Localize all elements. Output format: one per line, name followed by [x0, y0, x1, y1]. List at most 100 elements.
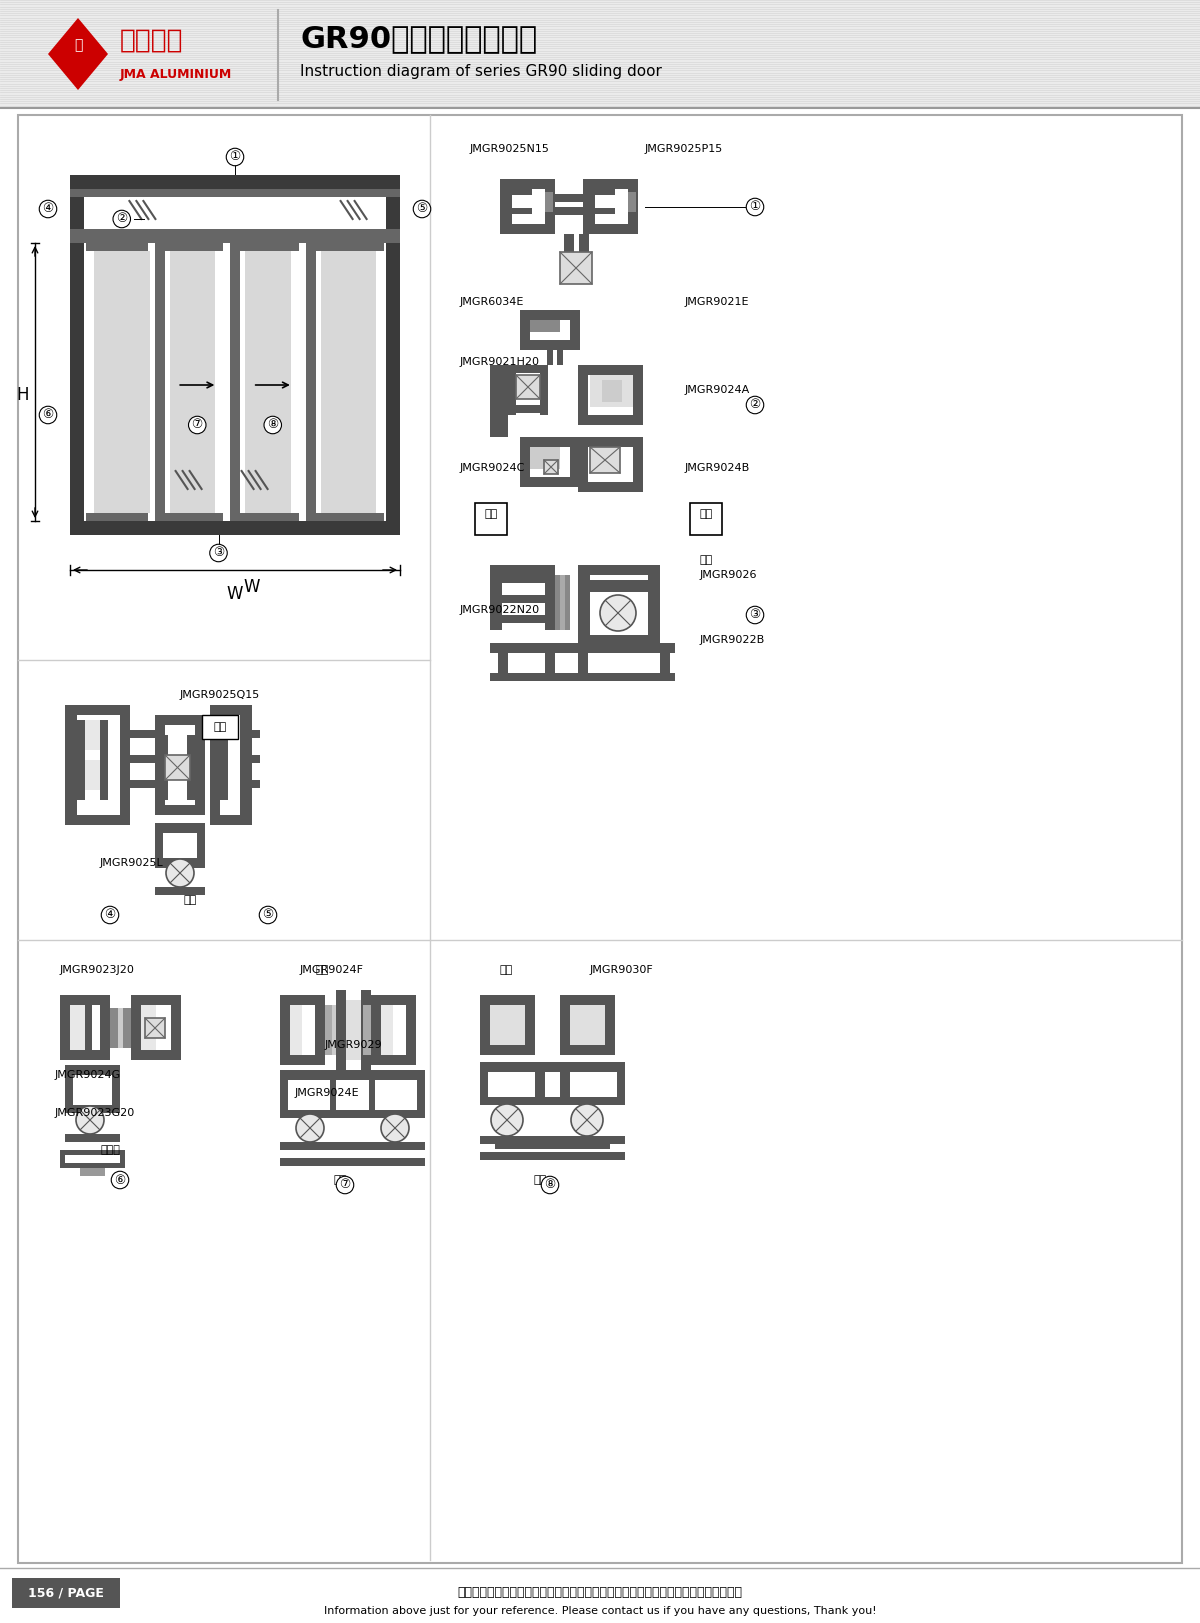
Bar	[12, 1578, 120, 1608]
Bar	[80, 1169, 106, 1177]
Bar	[502, 615, 545, 623]
Text: JMGR9030F: JMGR9030F	[590, 966, 654, 975]
Bar	[280, 1079, 288, 1110]
Bar	[530, 446, 560, 469]
Text: JMGR9024G: JMGR9024G	[55, 1070, 121, 1079]
Bar	[60, 1050, 110, 1060]
Bar	[145, 1018, 166, 1039]
Bar	[131, 995, 181, 1005]
Text: ④: ④	[42, 203, 54, 216]
Bar	[210, 815, 252, 824]
Bar	[490, 565, 502, 630]
Bar	[535, 1073, 545, 1097]
Bar	[578, 437, 643, 446]
Bar	[60, 1164, 125, 1169]
Bar	[142, 1005, 156, 1050]
Circle shape	[382, 1113, 409, 1143]
Bar	[330, 1079, 336, 1110]
Bar	[65, 704, 130, 716]
Bar	[238, 513, 299, 521]
Bar	[85, 721, 100, 750]
Bar	[162, 243, 223, 252]
Bar	[280, 1055, 325, 1065]
Bar	[280, 1110, 425, 1118]
Bar	[605, 995, 616, 1055]
Bar	[361, 990, 371, 1070]
Text: ④: ④	[104, 909, 115, 922]
Bar	[160, 735, 168, 800]
Bar	[578, 482, 643, 492]
Text: 图中所示型材截面、装配、编号、尺寸及重量仅供参考。如有疑问，请向本公司查询。: 图中所示型材截面、装配、编号、尺寸及重量仅供参考。如有疑问，请向本公司查询。	[457, 1586, 743, 1599]
Bar	[371, 995, 416, 1005]
Circle shape	[166, 859, 194, 888]
Bar	[547, 351, 553, 365]
Bar	[480, 1136, 625, 1144]
Text: JMGR9024A: JMGR9024A	[685, 385, 750, 394]
Text: JMGR9026: JMGR9026	[700, 570, 757, 579]
Bar	[210, 704, 252, 716]
Bar	[545, 179, 554, 234]
Text: 室外: 室外	[184, 894, 197, 906]
Bar	[65, 1134, 120, 1143]
Bar	[124, 1008, 131, 1048]
Bar	[496, 1144, 610, 1149]
Bar	[557, 351, 563, 365]
Bar	[545, 652, 550, 674]
Bar	[155, 805, 205, 815]
Bar	[364, 1005, 371, 1055]
Text: ①: ①	[229, 151, 241, 164]
Bar	[386, 175, 400, 536]
Bar	[565, 575, 570, 630]
Bar	[346, 1000, 361, 1060]
Bar	[60, 1151, 65, 1169]
Bar	[590, 375, 634, 407]
Bar	[100, 995, 110, 1060]
Bar	[280, 1143, 425, 1151]
Bar	[580, 234, 589, 265]
Bar	[166, 755, 190, 781]
Bar	[520, 477, 580, 487]
Bar	[155, 859, 205, 868]
Bar	[564, 234, 574, 265]
Bar	[155, 716, 166, 815]
Bar	[85, 760, 100, 790]
Text: JMA ALUMINIUM: JMA ALUMINIUM	[120, 68, 233, 81]
Text: ⑦: ⑦	[192, 419, 203, 432]
Text: 156 / PAGE: 156 / PAGE	[28, 1587, 104, 1600]
Bar	[578, 365, 643, 375]
Circle shape	[600, 596, 636, 631]
Bar	[332, 1005, 336, 1055]
Text: W: W	[227, 584, 244, 604]
Bar	[480, 1073, 488, 1097]
Bar	[60, 995, 70, 1060]
Bar	[210, 704, 220, 824]
Text: 室内: 室内	[214, 722, 227, 732]
Bar	[578, 565, 658, 575]
Bar	[155, 823, 205, 833]
Bar	[65, 1105, 120, 1113]
Bar	[70, 188, 400, 196]
Bar	[490, 565, 554, 575]
Bar	[520, 339, 580, 351]
Bar	[18, 115, 1182, 1563]
Bar	[578, 415, 643, 425]
Bar	[520, 437, 580, 446]
Text: W: W	[244, 578, 259, 596]
Text: JMGR9021H20: JMGR9021H20	[460, 357, 540, 367]
Bar	[500, 224, 554, 234]
Bar	[578, 635, 658, 644]
Bar	[520, 310, 530, 351]
Bar	[155, 716, 205, 725]
Bar	[583, 179, 638, 188]
Text: JMGR9024B: JMGR9024B	[685, 463, 750, 472]
Text: ③: ③	[749, 609, 761, 622]
Bar	[120, 1151, 125, 1169]
Bar	[570, 310, 580, 351]
Text: ⑤: ⑤	[416, 203, 427, 216]
Bar	[520, 437, 530, 487]
Text: ⑤: ⑤	[263, 909, 274, 922]
Bar	[65, 704, 77, 824]
Bar	[238, 243, 299, 252]
Bar	[70, 175, 84, 536]
Bar	[480, 995, 490, 1055]
